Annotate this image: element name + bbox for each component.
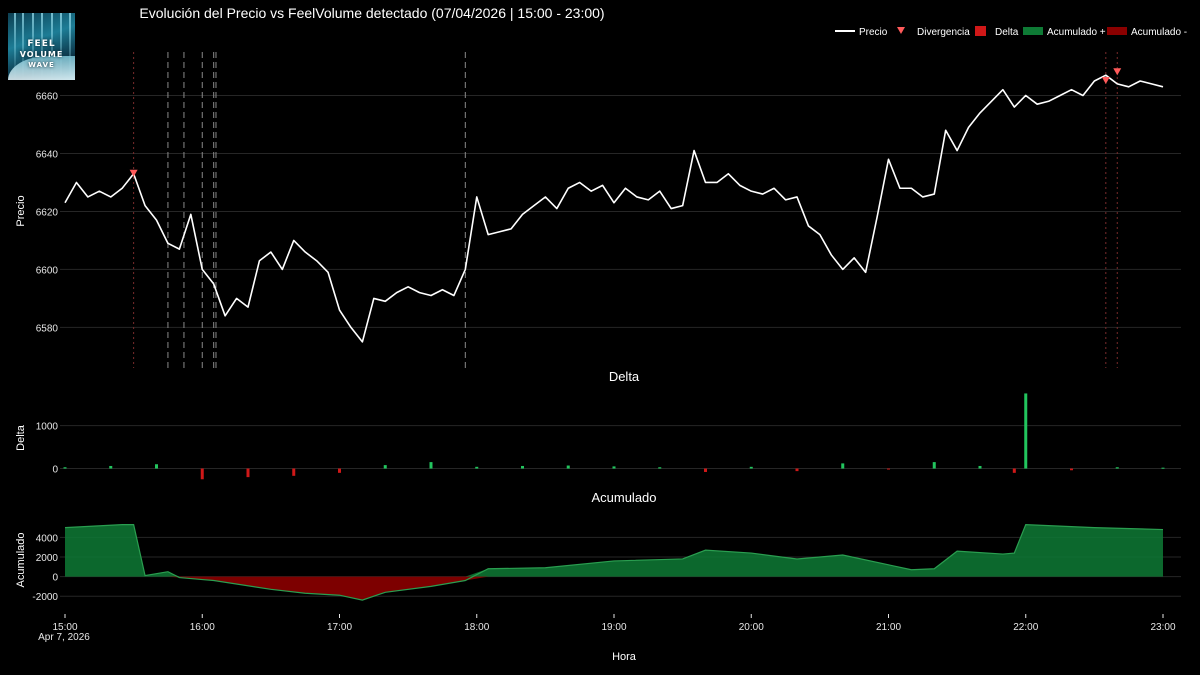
accumulated-title: Acumulado <box>591 490 656 505</box>
delta-tick-label: 1000 <box>36 422 59 433</box>
legend-acumulado-pos-label: Acumulado + <box>1047 27 1106 38</box>
delta-bar <box>292 468 296 476</box>
delta-bar <box>155 464 158 469</box>
delta-bar <box>749 466 753 469</box>
x-tick-label: 22:00 <box>1013 622 1038 633</box>
x-tick-label: 21:00 <box>876 622 901 633</box>
delta-bar <box>475 466 479 469</box>
delta-bar <box>521 465 524 469</box>
logo-line-1: FEEL <box>27 39 56 49</box>
delta-bar <box>200 468 204 480</box>
chart-title: Evolución del Precio vs FeelVolume detec… <box>139 5 604 21</box>
price-tick-label: 6600 <box>36 265 59 276</box>
price-ylabel: Precio <box>15 195 27 226</box>
delta-bar <box>63 467 67 469</box>
date-label: Apr 7, 2026 <box>38 632 90 643</box>
delta-bar <box>1024 393 1028 469</box>
legend-acumulado-neg-label: Acumulado - <box>1131 27 1187 38</box>
logo-line-3: WAVE <box>28 61 55 69</box>
delta-bar <box>612 466 616 469</box>
divergence-marker <box>1101 76 1110 84</box>
delta-bar <box>704 468 707 472</box>
delta-bar <box>383 465 387 469</box>
price-tick-label: 6640 <box>36 149 59 160</box>
accumulated-tick-label: 0 <box>52 573 58 584</box>
legend-divergencia-swatch <box>897 27 905 34</box>
legend-divergencia-label: Divergencia <box>917 27 970 38</box>
divergence-marker <box>129 169 138 177</box>
accumulated-positive-area <box>65 524 1163 577</box>
x-tick-label: 15:00 <box>52 622 77 633</box>
delta-bar <box>338 468 341 473</box>
accumulated-tick-label: 2000 <box>36 553 59 564</box>
x-tick-label: 20:00 <box>739 622 764 633</box>
accumulated-tick-label: 4000 <box>36 533 59 544</box>
delta-title: Delta <box>609 369 640 384</box>
delta-bar <box>978 465 982 469</box>
delta-bar <box>932 462 936 469</box>
logo-line-2: VOLUME <box>19 50 64 59</box>
accumulated-negative-area <box>65 576 1163 601</box>
delta-bar <box>1161 467 1165 469</box>
delta-bar <box>795 468 799 472</box>
legend: Precio Divergencia Delta Acumulado + Acu… <box>835 26 1187 38</box>
accumulated-ylabel: Acumulado <box>15 532 27 587</box>
x-tick-label: 17:00 <box>327 622 352 633</box>
delta-ylabel: Delta <box>15 424 27 451</box>
x-tick-label: 19:00 <box>601 622 626 633</box>
divergence-marker <box>1113 68 1122 76</box>
delta-bar <box>887 468 890 470</box>
legend-delta-label: Delta <box>995 27 1019 38</box>
delta-tick-label: 0 <box>52 465 58 476</box>
delta-bar <box>1115 467 1119 469</box>
delta-bar <box>246 468 250 478</box>
delta-bar <box>841 463 845 469</box>
legend-acumulado-neg-swatch <box>1107 27 1127 35</box>
legend-precio-label: Precio <box>859 27 888 38</box>
delta-bar <box>566 465 570 469</box>
feelvolume-wave-logo: FEEL VOLUME WAVE <box>8 13 75 80</box>
legend-delta-swatch <box>975 26 986 36</box>
accumulated-line <box>64 524 1164 601</box>
x-tick-label: 16:00 <box>190 622 215 633</box>
price-tick-label: 6620 <box>36 207 59 218</box>
price-tick-label: 6660 <box>36 91 59 102</box>
x-tick-label: 18:00 <box>464 622 489 633</box>
delta-bar <box>1070 468 1073 471</box>
legend-acumulado-pos-swatch <box>1023 27 1043 35</box>
delta-bar <box>429 462 433 469</box>
x-axis-label: Hora <box>612 651 637 663</box>
price-tick-label: 6580 <box>36 323 59 334</box>
delta-bar <box>1012 468 1016 473</box>
delta-bar <box>109 465 113 469</box>
x-tick-label: 23:00 <box>1150 622 1175 633</box>
delta-bar <box>658 467 662 469</box>
price-line <box>64 74 1164 343</box>
accumulated-tick-label: -2000 <box>32 592 58 603</box>
